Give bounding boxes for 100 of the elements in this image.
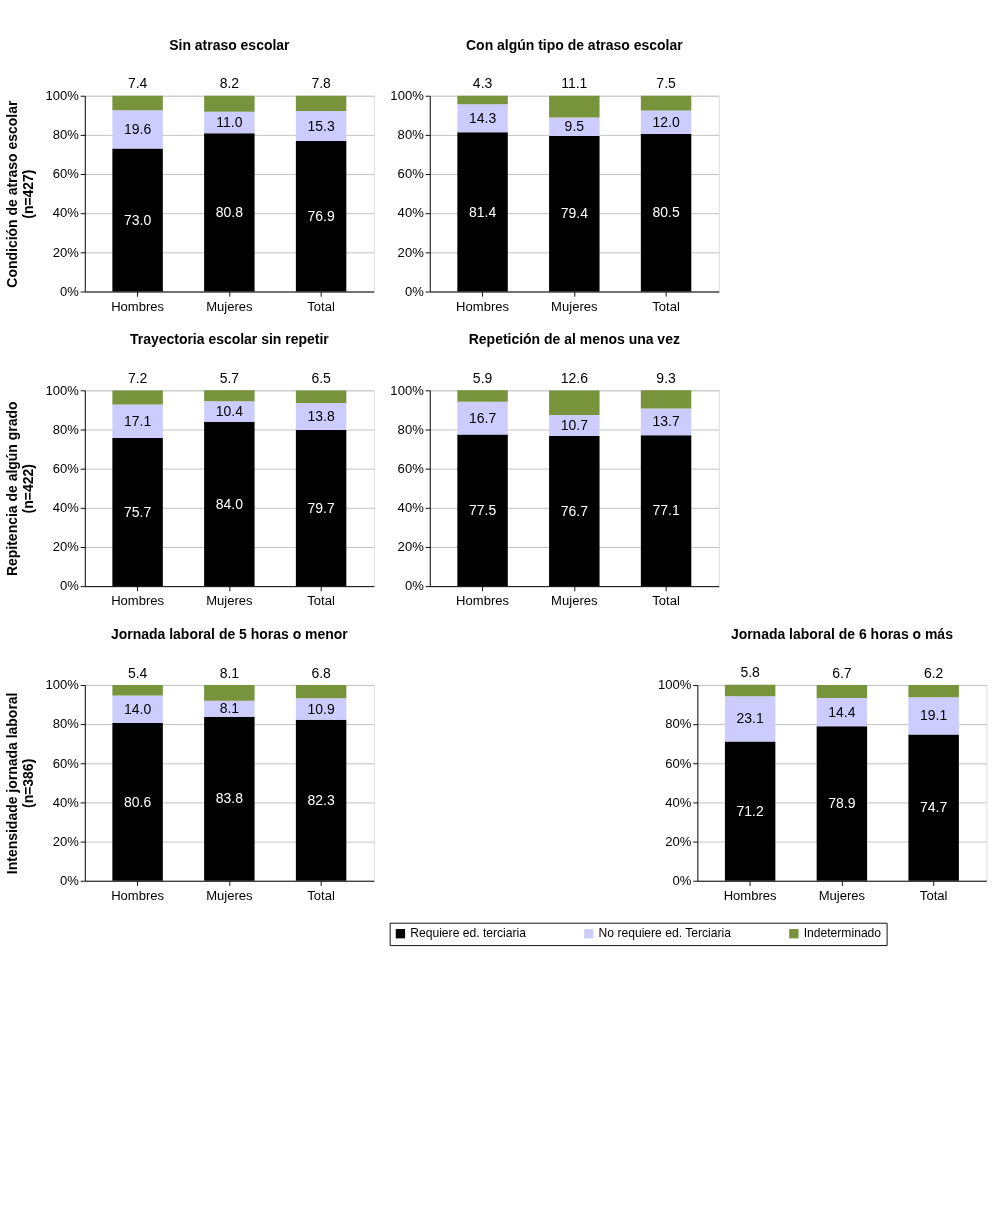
- data-label: 6.5: [311, 369, 332, 386]
- y-tick-label: 40%: [52, 794, 80, 810]
- y-tick-label: 60%: [52, 460, 80, 476]
- data-label: 9.3: [656, 369, 677, 386]
- x-tick-label: Hombres: [456, 593, 510, 609]
- data-label: 14.4: [828, 703, 856, 720]
- x-tick-label: Total: [307, 298, 335, 314]
- y-tick-label: 100%: [45, 87, 80, 103]
- data-label: 77.1: [652, 502, 680, 519]
- data-label: 8.1: [219, 700, 240, 717]
- data-label: 81.4: [468, 203, 497, 220]
- data-label: 19.1: [920, 707, 948, 724]
- data-label: 7.8: [311, 75, 332, 92]
- bar: [549, 390, 600, 416]
- data-label: 17.1: [124, 412, 152, 429]
- bar: [204, 684, 255, 701]
- data-label: 75.7: [124, 503, 152, 520]
- y-axis-title: Intensidade jornada laboral (n=386): [4, 692, 37, 875]
- x-tick-label: Mujeres: [206, 887, 254, 903]
- legend-label: Requiere ed. terciaria: [410, 926, 527, 941]
- x-tick-label: Hombres: [111, 593, 165, 609]
- data-label: 6.7: [832, 664, 852, 681]
- chart-title: Trayectoria escolar sin repetir: [129, 331, 330, 348]
- y-tick-label: 60%: [52, 755, 80, 771]
- bar: [457, 104, 508, 133]
- x-tick-label: Mujeres: [206, 593, 254, 609]
- bar: [295, 111, 347, 141]
- y-tick-label: 60%: [397, 460, 425, 476]
- y-tick-label: 0%: [59, 872, 80, 888]
- bar: [112, 695, 163, 723]
- bar: [816, 698, 868, 727]
- x-tick-label: Mujeres: [551, 298, 598, 314]
- data-label: 11.0: [216, 114, 243, 131]
- y-axis-title: Repitencia de algún grado (n=422): [4, 401, 37, 577]
- y-tick-label: 20%: [52, 244, 80, 260]
- bar: [640, 408, 692, 436]
- bar: [295, 684, 347, 699]
- data-label: 15.3: [307, 117, 335, 134]
- x-tick-label: Mujeres: [206, 298, 254, 314]
- bar: [457, 401, 508, 435]
- data-label: 78.9: [828, 795, 856, 812]
- bar: [112, 404, 163, 438]
- y-tick-label: 40%: [665, 794, 692, 810]
- chart-title: Jornada laboral de 5 horas o menor: [110, 626, 349, 643]
- bar: [908, 684, 959, 698]
- data-label: 8.2: [219, 75, 240, 92]
- y-tick-label: 100%: [390, 87, 425, 103]
- y-tick-label: 20%: [397, 244, 425, 260]
- y-tick-label: 80%: [52, 421, 80, 437]
- data-label: 80.8: [215, 204, 244, 221]
- y-tick-label: 80%: [397, 127, 425, 143]
- y-tick-label: 40%: [397, 500, 425, 516]
- bar: [112, 390, 163, 405]
- y-tick-label: 80%: [52, 127, 80, 143]
- x-tick-label: Total: [307, 887, 335, 903]
- data-label: 73.0: [124, 211, 152, 228]
- bar: [295, 95, 347, 112]
- data-label: 10.4: [215, 403, 244, 420]
- legend-label: No requiere ed. Terciaria: [598, 926, 732, 941]
- y-tick-label: 0%: [404, 283, 425, 299]
- bar: [724, 684, 776, 697]
- x-tick-label: Total: [307, 593, 335, 609]
- y-tick-label: 40%: [52, 500, 80, 516]
- data-label: 14.0: [124, 700, 152, 717]
- data-label: 13.8: [307, 408, 335, 425]
- data-label: 6.2: [923, 664, 944, 681]
- bar: [549, 117, 600, 137]
- bar: [640, 95, 692, 111]
- y-tick-label: 60%: [397, 166, 425, 182]
- bar: [457, 95, 508, 105]
- data-label: 74.7: [920, 799, 948, 816]
- y-tick-label: 0%: [672, 872, 692, 888]
- y-tick-label: 80%: [665, 716, 692, 732]
- x-tick-label: Hombres: [456, 298, 510, 314]
- data-label: 5.4: [127, 664, 148, 681]
- y-tick-label: 60%: [665, 755, 692, 771]
- data-label: 14.3: [468, 109, 497, 126]
- y-tick-label: 20%: [52, 833, 80, 849]
- bar: [724, 696, 776, 742]
- bar: [640, 110, 692, 134]
- data-label: 12.0: [652, 113, 680, 130]
- chart-title: Sin atraso escolar: [169, 37, 291, 54]
- data-label: 76.7: [560, 502, 589, 519]
- data-label: 9.5: [564, 118, 585, 135]
- bar: [640, 390, 692, 409]
- chart-title: Con algún tipo de atraso escolar: [466, 37, 684, 54]
- data-label: 19.6: [124, 121, 152, 138]
- bar: [549, 95, 600, 118]
- y-tick-label: 80%: [52, 716, 80, 732]
- data-label: 84.0: [215, 495, 244, 512]
- data-label: 16.7: [468, 409, 497, 426]
- bar: [204, 401, 255, 422]
- bar: [204, 95, 255, 112]
- data-label: 80.6: [124, 793, 152, 810]
- x-tick-label: Hombres: [723, 887, 778, 903]
- bar: [908, 697, 959, 735]
- x-tick-label: Total: [652, 298, 680, 314]
- data-label: 5.9: [472, 369, 493, 386]
- y-axis-title: Condición de atraso escolar (n=427): [4, 100, 37, 288]
- data-label: 83.8: [215, 790, 244, 807]
